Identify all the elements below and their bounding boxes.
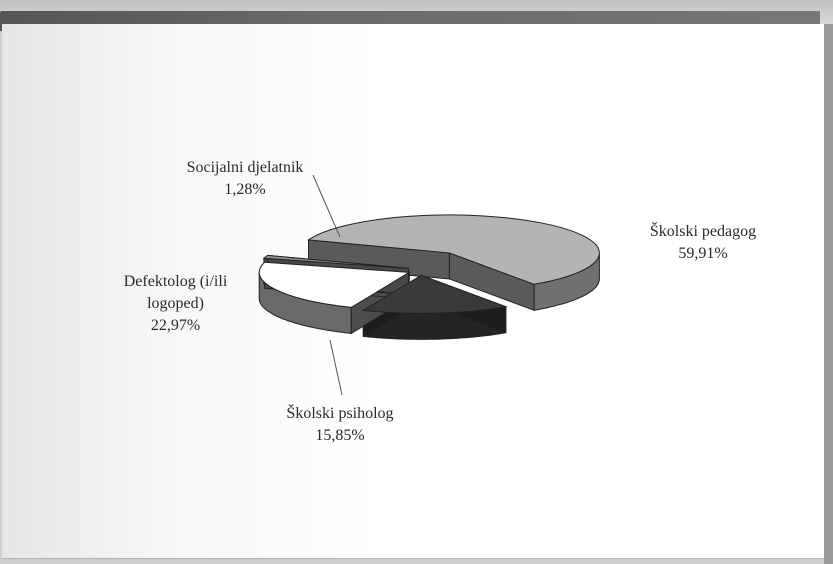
label-socijalni: Socijalni djelatnik 1,28%: [160, 157, 330, 201]
label-defektolog: Defektolog (i/ili logoped) 22,97%: [88, 271, 263, 337]
right-edge: [824, 24, 833, 564]
label-pedagog-value: 59,91%: [678, 245, 728, 262]
leader-socijalni: [312, 174, 341, 238]
label-defektolog-line2: logoped): [147, 295, 204, 312]
slice-top-3: [262, 254, 409, 269]
slice-top-1: [361, 274, 508, 314]
label-socijalni-value: 1,28%: [224, 181, 266, 198]
label-pedagog-name: Školski pedagog: [649, 223, 757, 240]
label-psiholog-name: Školski psiholog: [286, 405, 394, 422]
label-psiholog-value: 15,85%: [315, 427, 365, 444]
leader-lines: [312, 174, 343, 396]
slice-top-2: [258, 261, 411, 308]
label-defektolog-line1: Defektolog (i/ili: [123, 273, 228, 290]
slice-top-0: [307, 214, 600, 285]
label-psiholog: Školski psiholog 15,85%: [255, 403, 425, 447]
label-socijalni-name: Socijalni djelatnik: [186, 159, 304, 176]
leader-psiholog: [329, 339, 343, 396]
label-pedagog: Školski pedagog 59,91%: [618, 221, 788, 265]
label-defektolog-value: 22,97%: [150, 317, 201, 334]
slices-group: [258, 214, 600, 340]
